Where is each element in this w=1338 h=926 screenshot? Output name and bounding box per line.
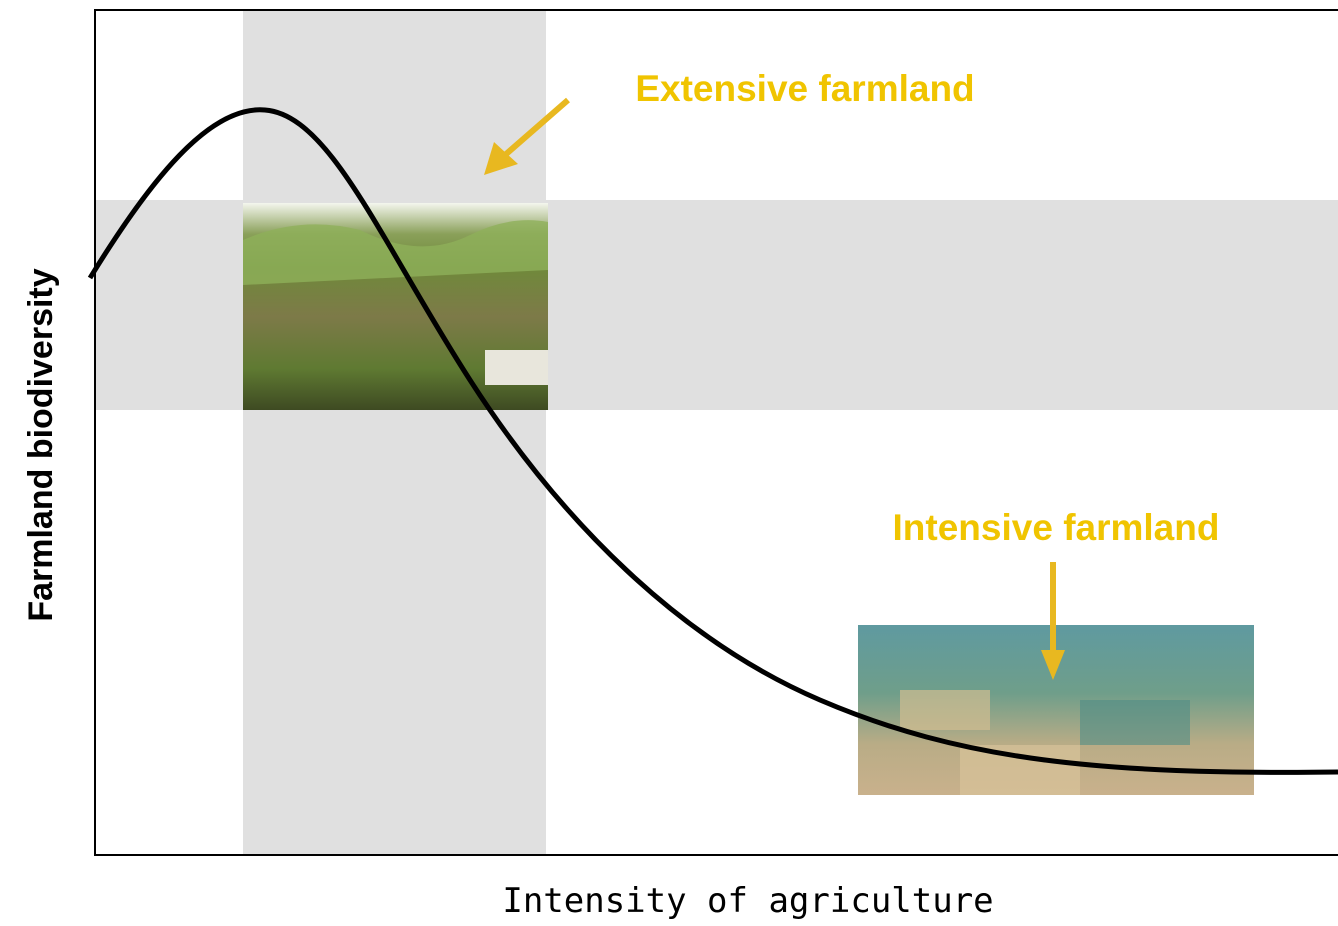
plot-frame <box>94 9 1338 856</box>
x-axis-label: Intensity of agriculture <box>502 881 993 921</box>
biodiversity-curve <box>87 107 1338 775</box>
extensive-band-vertical <box>243 10 546 855</box>
annotation: Extensive farmland <box>635 68 974 109</box>
extensive-photo <box>243 203 548 410</box>
intensive-photo <box>858 625 1254 795</box>
y-axis-label: Farmland biodiversity <box>22 268 60 621</box>
annotation: Intensive farmland <box>893 507 1220 548</box>
arrow <box>484 97 1065 680</box>
